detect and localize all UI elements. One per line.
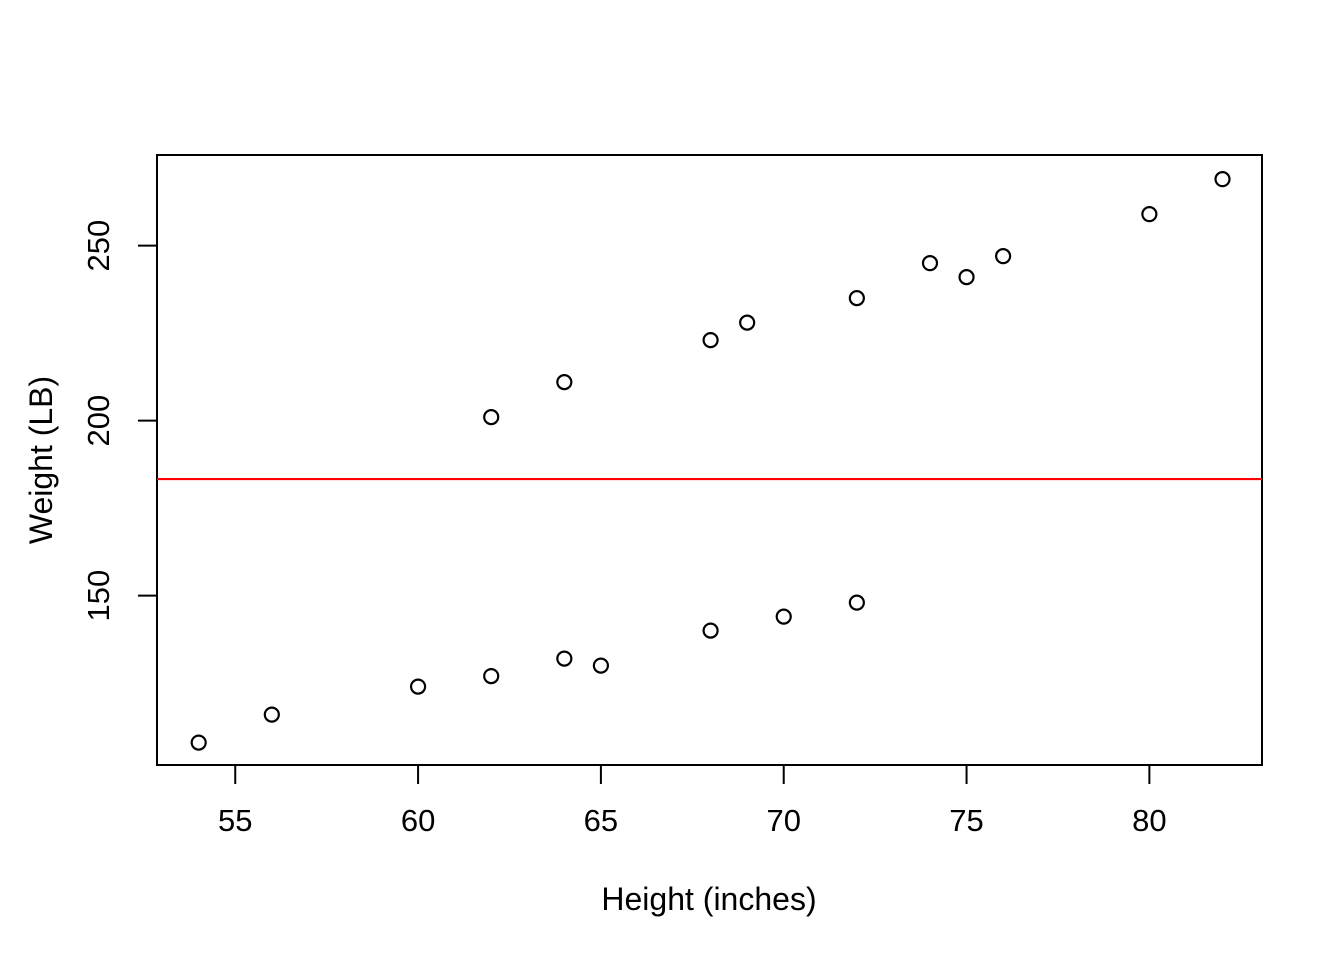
y-axis-title: Weight (LB) [23,376,59,544]
data-point [702,332,719,349]
data-point [483,409,500,426]
data-point [848,594,865,611]
y-tick-label: 150 [81,570,116,622]
data-point [995,248,1012,265]
data-point [702,622,719,639]
data-point [775,608,792,625]
data-point [190,734,207,751]
data-point [739,314,756,331]
plot-area-border [156,154,1263,766]
data-point [483,668,500,685]
data-point [409,678,427,695]
data-point [1214,171,1231,188]
y-tick-label: 200 [81,395,116,447]
x-tick-label: 55 [218,803,252,838]
data-point [263,706,280,723]
data-points [190,171,1231,751]
data-point [848,290,865,307]
x-tick-label: 70 [766,803,800,838]
x-tick-label: 65 [584,803,618,838]
y-tick-label: 250 [81,220,116,272]
y-axis: 150 200 250 [81,220,157,622]
x-axis-title: Height (inches) [601,881,816,917]
data-point [556,374,573,391]
data-point [1141,206,1158,223]
data-point [921,255,939,272]
data-point [556,650,573,667]
x-tick-label: 80 [1132,803,1166,838]
x-tick-label: 75 [949,803,983,838]
x-axis: 55 60 65 70 75 80 [218,765,1167,838]
data-point [958,269,975,286]
data-point [592,657,610,674]
x-tick-label: 60 [401,803,435,838]
